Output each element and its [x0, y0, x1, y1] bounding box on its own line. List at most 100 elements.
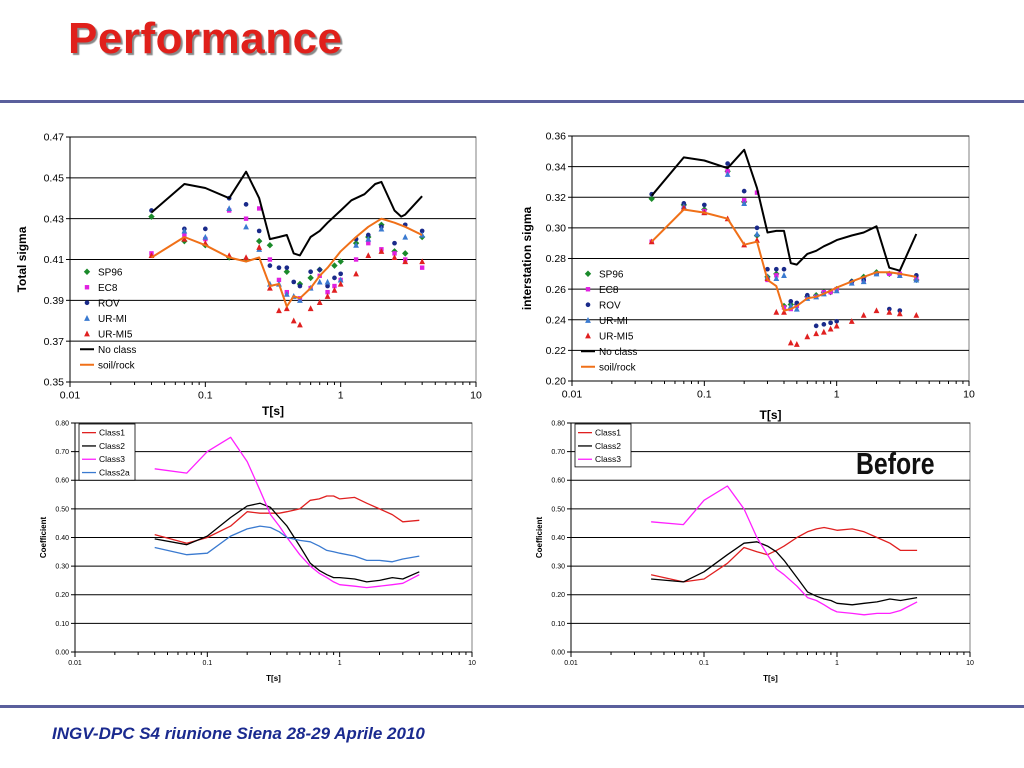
data-point-ec8	[243, 216, 249, 221]
data-point-ur-mi5	[787, 339, 794, 346]
legend-swatch-ur-mi	[585, 317, 591, 323]
data-point-ur-mi5	[781, 308, 787, 315]
legend-label-ur-mi5: UR-MI5	[599, 331, 634, 342]
data-point-ur-mi5	[860, 311, 867, 318]
data-point-ur-mi5	[297, 321, 303, 328]
x-tick-label: 1	[338, 660, 342, 667]
data-point-ur-mi5	[896, 310, 903, 317]
legend: SP96 EC8 ROV UR-MI UR-MI5 No class soil/rock	[581, 269, 637, 373]
x-tick-label: 0.1	[699, 660, 709, 667]
y-tick-label: 0.47	[44, 132, 65, 144]
data-point-rov	[392, 240, 397, 246]
x-tick-label: 0.01	[68, 660, 82, 667]
data-point-rov	[243, 202, 249, 207]
data-point-rov	[291, 279, 297, 285]
series-class3	[154, 436, 420, 589]
data-point-rov	[788, 299, 794, 304]
data-point-ur-mi	[787, 302, 794, 309]
data-point-ur-mi5	[793, 341, 800, 347]
series-line-class1	[154, 495, 420, 544]
data-point-ec8	[276, 277, 282, 283]
series-line-class3	[651, 485, 918, 616]
data-point-ur-mi5	[804, 333, 811, 340]
data-point-ur-mi	[402, 233, 409, 240]
x-tick-label: 0.1	[198, 390, 213, 402]
series-line-class3	[154, 436, 420, 589]
data-point-ur-mi	[833, 287, 840, 294]
y-tick-label: 0.45	[44, 173, 65, 185]
data-point-rov	[256, 228, 262, 234]
coefficients-before-chart: 0.00 0.10 0.20 0.30 0.40 0.50 0.60 0.70 0.80 0.01…	[535, 420, 974, 683]
data-point-ur-mi	[316, 278, 323, 285]
data-point-ur-mi5	[402, 258, 409, 265]
series-class2	[154, 502, 420, 583]
legend-label-class1: Class1	[595, 428, 621, 438]
data-point-sp96	[337, 258, 344, 265]
x-tick-label: 0.1	[202, 660, 212, 667]
legend-label-rov: ROV	[98, 298, 120, 309]
data-point-ur-mi5	[337, 280, 344, 287]
data-point-ec8	[267, 257, 273, 262]
data-point-ur-mi	[378, 225, 385, 232]
data-point-sp96	[331, 262, 338, 269]
legend-label-class1: Class1	[99, 428, 125, 438]
coefficients-after-chart: 0.00 0.10 0.20 0.30 0.40 0.50 0.60 0.70 0.80 0.01…	[39, 420, 476, 683]
series-line-soil-rock	[650, 208, 917, 312]
data-point-ur-mi	[913, 276, 920, 283]
data-point-rov	[332, 275, 337, 281]
data-point-ur-mi	[781, 272, 787, 278]
y-tick-label: 0.70	[551, 449, 565, 456]
data-point-ec8	[353, 257, 359, 262]
series-soil-rock	[150, 217, 423, 308]
y-tick-label: 0.60	[55, 478, 69, 485]
data-point-ur-mi5	[419, 258, 426, 265]
legend-label-class2: Class2	[595, 441, 621, 451]
legend-swatch-ec8	[84, 285, 90, 290]
data-point-ec8	[887, 271, 892, 277]
x-tick-label: 1	[338, 390, 344, 402]
data-point-rov	[267, 263, 273, 268]
y-tick-label: 0.50	[55, 506, 69, 513]
data-point-ur-mi	[365, 235, 372, 242]
data-point-ur-mi5	[848, 318, 855, 324]
data-point-ur-mi	[848, 279, 855, 286]
series-class1	[650, 526, 918, 583]
series-line-soil-rock	[150, 217, 423, 308]
y-tick-label: 0.26	[546, 284, 567, 296]
data-point-ec8	[754, 190, 760, 195]
series-line-no-class	[150, 170, 423, 257]
data-point-ur-mi	[773, 275, 780, 282]
series-class1	[154, 495, 420, 544]
x-tick-label: 0.01	[564, 660, 578, 667]
data-point-rov	[202, 226, 208, 232]
data-point-ur-mi5	[353, 270, 359, 277]
data-point-ur-mi5	[365, 252, 372, 259]
data-point-rov	[813, 323, 819, 329]
data-point-sp96	[402, 250, 409, 257]
data-point-ur-mi5	[391, 254, 398, 261]
x-tick-label: 1	[834, 389, 840, 401]
data-point-sp96	[266, 242, 274, 249]
y-tick-label: 0.20	[551, 592, 565, 599]
legend-label-no-class: No class	[599, 347, 637, 358]
legend-label-ur-mi: UR-MI	[599, 316, 628, 327]
legend-label-class2: Class2	[99, 441, 125, 451]
y-tick-label: 0.00	[551, 649, 565, 656]
y-tick-label: 0.30	[551, 564, 565, 571]
x-tick-label: 0.01	[60, 390, 81, 402]
data-point-rov	[308, 269, 313, 275]
y-tick-label: 0.30	[546, 223, 567, 235]
data-point-ur-mi	[724, 171, 731, 177]
x-tick-label: 0.01	[562, 389, 583, 401]
data-point-rov	[781, 266, 787, 272]
data-point-ur-mi	[297, 297, 303, 303]
y-axis-title: Coefficient	[535, 517, 544, 559]
bottom-divider	[0, 705, 1024, 708]
series-line-no-class	[650, 148, 918, 272]
data-point-ur-mi5	[331, 286, 338, 293]
data-point-ur-mi	[793, 305, 800, 312]
y-tick-label: 0.20	[546, 376, 567, 388]
data-point-sp96	[283, 268, 291, 275]
series-no-class	[650, 148, 918, 272]
data-point-rov	[773, 266, 779, 272]
